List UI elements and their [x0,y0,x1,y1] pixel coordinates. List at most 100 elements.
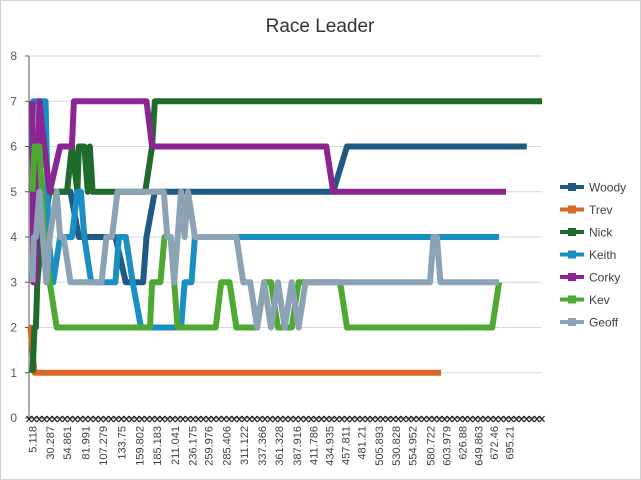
x-tick-mark [318,415,325,423]
x-tick-mark [200,415,207,423]
x-tick-mark [292,415,299,423]
x-tick-mark [446,415,453,423]
x-tick-mark [159,415,166,423]
x-tick-label: 580.722 [425,426,437,466]
y-tick-label: 4 [10,230,17,244]
x-tick-mark [333,415,340,423]
x-tick-mark [415,415,422,423]
x-tick-mark [210,415,217,423]
x-tick-mark [354,415,361,423]
x-tick-mark [523,415,530,423]
x-tick-mark [56,415,63,423]
x-tick-label: 30.287 [45,426,57,460]
x-tick-mark [426,415,433,423]
x-tick-mark [518,415,525,423]
x-tick-label: 554.952 [408,426,420,466]
legend-label-keith: Keith [589,248,616,262]
x-tick-mark [313,415,320,423]
x-tick-mark [272,415,279,423]
x-tick-mark [308,415,315,423]
x-tick-label: 185.183 [152,426,164,466]
y-tick-label: 7 [10,94,17,108]
x-tick-mark [108,415,115,423]
x-tick-mark [215,415,222,423]
x-tick-label: 626.88 [457,426,469,460]
x-tick-mark [113,415,120,423]
x-tick-mark [533,415,540,423]
x-tick-mark [477,415,484,423]
series-line-corky [29,98,506,286]
x-tick-mark [77,415,84,423]
x-tick-mark [185,415,191,423]
legend-label-geoff: Geoff [589,316,619,330]
x-tick-mark [441,415,448,423]
x-tick-mark [344,415,351,423]
x-tick-mark [256,415,263,423]
x-tick-mark [169,415,176,423]
x-tick-mark [138,415,145,423]
x-tick-mark [72,415,79,423]
x-tick-label: 211.041 [170,426,182,465]
x-tick-mark [246,415,253,423]
legend-label-corky: Corky [589,271,620,285]
x-tick-label: 159.802 [134,426,146,466]
chart-title: Race Leader [266,16,375,37]
x-tick-mark [195,415,202,423]
x-tick-mark [400,415,407,423]
y-axis: 0 1 2 3 4 5 6 7 8 [10,49,30,425]
x-tick-label: 672.46 [489,426,501,460]
x-tick-mark [164,415,171,423]
x-tick-mark [51,415,58,423]
x-tick-mark [144,415,150,423]
legend-label-nick: Nick [589,226,613,240]
x-tick-mark [374,415,381,423]
x-tick-mark [338,415,345,423]
x-tick-mark [380,415,386,423]
x-tick-mark [282,415,289,423]
x-tick-mark [46,415,53,423]
x-tick-mark [231,415,238,423]
x-tick-label: 649.863 [473,426,485,466]
x-tick-mark [539,415,545,423]
x-tick-mark [323,415,330,423]
x-tick-mark [87,415,94,423]
y-tick-label: 1 [10,366,17,380]
x-tick-mark [492,415,499,423]
x-tick-label: 434.935 [325,426,337,466]
x-tick-mark [497,415,504,423]
x-tick-mark [26,415,32,423]
x-tick-mark [205,415,212,423]
y-tick-label: 8 [10,49,17,63]
x-tick-mark [236,415,243,423]
x-tick-label: 236.175 [187,426,199,466]
x-tick-label: 311.122 [239,426,251,465]
x-tick-mark [390,415,397,423]
x-tick-mark [503,415,510,423]
x-tick-mark [251,415,258,423]
x-tick-mark [92,415,99,423]
series-layer [27,98,542,376]
legend-marker [568,273,576,281]
x-tick-mark [328,415,335,423]
x-tick-mark [128,415,135,423]
x-tick-mark [220,415,227,423]
x-tick-mark [472,415,479,423]
y-tick-label: 5 [10,185,17,199]
legend-marker [568,205,576,214]
legend-label-woody: Woody [589,181,626,195]
x-tick-mark [456,415,463,423]
x-tick-mark [123,415,130,423]
legend: Woody Trev Nick Keith Corky Kev Geoff [560,181,626,330]
x-tick-label: 481.21 [357,426,369,460]
x-tick-label: 603.979 [442,426,454,466]
x-tick-mark [41,415,48,423]
x-tick-label: 81.991 [81,426,93,460]
x-tick-mark [451,415,458,423]
x-axis: 5.118 30.287 54.861 81.991 107.279 133.75 159.… [26,415,545,466]
x-tick-mark [364,415,371,423]
legend-marker [568,183,576,191]
x-tick-label: 54.861 [62,426,74,460]
x-tick-mark [513,415,520,423]
x-tick-mark [149,415,156,423]
